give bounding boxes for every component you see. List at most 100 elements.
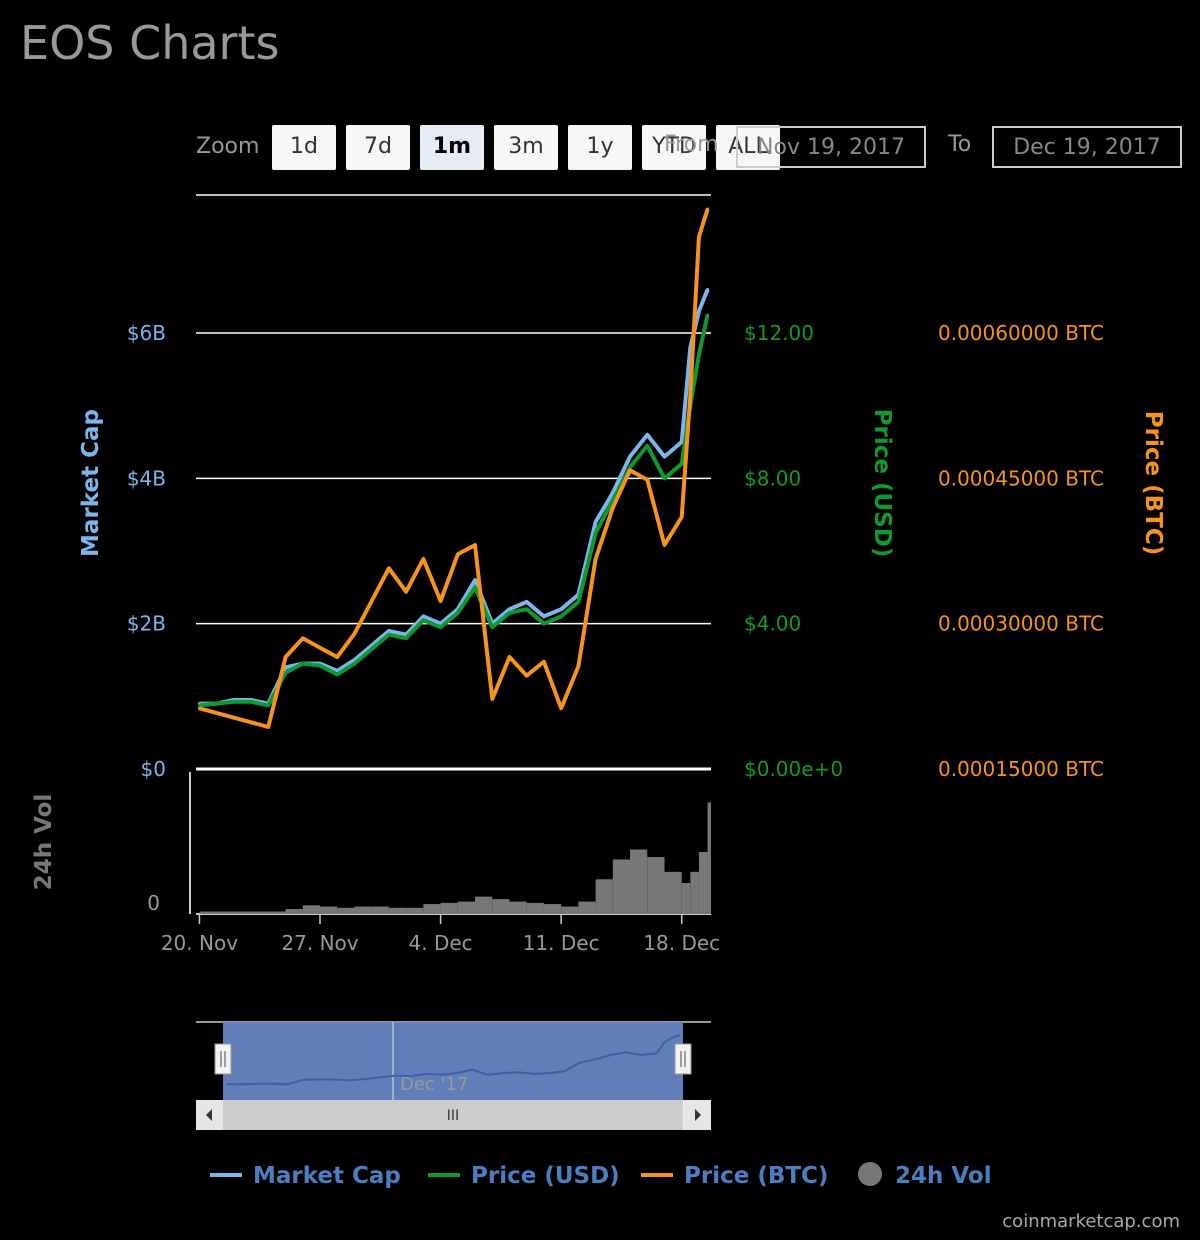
price-btc-point <box>662 543 666 547</box>
volume-bar <box>630 849 648 914</box>
market-cap-line <box>199 288 710 706</box>
volume-bar <box>302 905 321 914</box>
price-usd-point <box>594 531 598 535</box>
price-btc-tick-label: 0.00045000 BTC <box>938 466 1104 490</box>
price-btc-point <box>688 394 692 398</box>
price-usd-point <box>439 625 443 629</box>
navigator-label: Dec '17 <box>400 1074 468 1095</box>
price-usd-point <box>232 700 236 704</box>
price-btc-point <box>335 655 339 659</box>
price-btc-line <box>198 208 710 729</box>
x-tick-label: 18. Dec <box>643 931 720 955</box>
zoom-ytd-button[interactable]: YTD <box>642 125 706 170</box>
price-btc-point <box>249 720 253 724</box>
market-cap-point <box>680 440 684 444</box>
volume-tick-label: 0 <box>147 891 160 915</box>
volume-bar <box>354 906 372 914</box>
zoom-all-button[interactable]: ALL <box>716 125 780 170</box>
price-usd-point <box>318 663 322 667</box>
zoom-7d-button[interactable]: 7d <box>346 125 410 170</box>
market-cap-point <box>697 309 701 313</box>
price-usd-point <box>680 462 684 466</box>
price-btc-point <box>490 697 494 701</box>
market-cap-point <box>542 614 546 618</box>
price-usd-point <box>284 671 288 675</box>
legend-price-btc-label: Price (BTC) <box>684 1163 828 1189</box>
price-usd-tick-label: $8.00 <box>744 466 801 490</box>
price-usd-tick-label: $0.00e+0 <box>744 757 843 781</box>
legend-volume-swatch <box>858 1162 882 1186</box>
volume-bar <box>526 902 544 914</box>
volume-bar <box>561 906 579 914</box>
market-cap-point <box>611 491 615 495</box>
price-usd-point <box>662 476 666 480</box>
price-usd-point <box>697 353 701 357</box>
price-btc-point <box>404 590 408 594</box>
legend[interactable]: Market Cap Price (USD) Price (BTC) 24h Vol <box>210 1162 992 1189</box>
to-label: To <box>948 132 972 157</box>
market-cap-point <box>628 455 632 459</box>
navigator-left-handle <box>214 1043 232 1075</box>
price-btc-point <box>439 599 443 603</box>
price-usd-point <box>352 662 356 666</box>
x-tick-label: 20. Nov <box>161 931 238 955</box>
volume-bar <box>388 907 407 914</box>
price-btc-point <box>706 207 710 211</box>
zoom-1m-button[interactable]: 1m <box>420 125 484 170</box>
price-usd-tick-label: $4.00 <box>744 612 801 636</box>
volume-bar <box>423 904 441 914</box>
price-usd-point <box>249 700 253 704</box>
volume-bar <box>251 911 269 914</box>
zoom-1y-button[interactable]: 1y <box>568 125 632 170</box>
page-title: EOS Charts <box>20 16 280 70</box>
navigator-series-line <box>226 1034 681 1086</box>
price-btc-point <box>197 706 201 710</box>
price-btc-point <box>594 557 598 561</box>
price-btc-tick-label: 0.00030000 BTC <box>938 612 1104 636</box>
price-usd-tick-label: $12.00 <box>744 321 814 345</box>
price-btc-point <box>284 655 288 659</box>
price-btc-point <box>370 599 374 603</box>
price-btc-point <box>697 235 701 239</box>
to-date-input[interactable]: Dec 19, 2017 <box>992 126 1182 168</box>
price-usd-point <box>421 618 425 622</box>
volume-bar <box>475 896 493 914</box>
price-btc-point <box>421 557 425 561</box>
price-usd-point <box>456 611 460 615</box>
price-btc-point <box>232 716 236 720</box>
price-usd-point <box>335 673 339 677</box>
price-btc-point <box>507 655 511 659</box>
from-date-input[interactable]: Nov 19, 2017 <box>736 126 926 168</box>
navigator[interactable]: Dec '17 III <box>196 1021 711 1130</box>
price-btc-point <box>645 478 649 482</box>
price-btc-point <box>301 636 305 640</box>
price-btc-point <box>576 664 580 668</box>
market-cap-tick-label: $0 <box>141 757 166 781</box>
volume-bar <box>690 871 699 914</box>
volume-bar <box>707 802 711 914</box>
price-btc-point <box>525 674 529 678</box>
price-btc-point <box>456 552 460 556</box>
zoom-label: Zoom <box>196 134 260 159</box>
zoom-3m-button[interactable]: 3m <box>494 125 558 170</box>
market-cap-tick-label: $2B <box>127 612 166 636</box>
volume-bar <box>285 909 303 914</box>
price-usd-line <box>199 314 710 708</box>
price-btc-point <box>266 725 270 729</box>
from-label: From <box>664 132 719 157</box>
volume-bar <box>233 911 252 914</box>
market-cap-point <box>594 520 598 524</box>
price-usd-point <box>706 313 710 317</box>
axis-labels: $0 $0.00e+0 0.00015000 BTC $2B $4.00 0.000300… <box>31 321 1166 955</box>
market-cap-point <box>473 578 477 582</box>
price-btc-point <box>352 632 356 636</box>
volume-bar <box>647 856 665 914</box>
market-cap-tick-label: $6B <box>127 321 166 345</box>
market-cap-point <box>706 287 710 291</box>
price-usd-point <box>611 498 615 502</box>
zoom-1d-button[interactable]: 1d <box>272 125 336 170</box>
price-usd-point <box>576 600 580 604</box>
volume-bar <box>320 906 338 914</box>
scrollbar-grip-icon: III <box>447 1108 459 1124</box>
